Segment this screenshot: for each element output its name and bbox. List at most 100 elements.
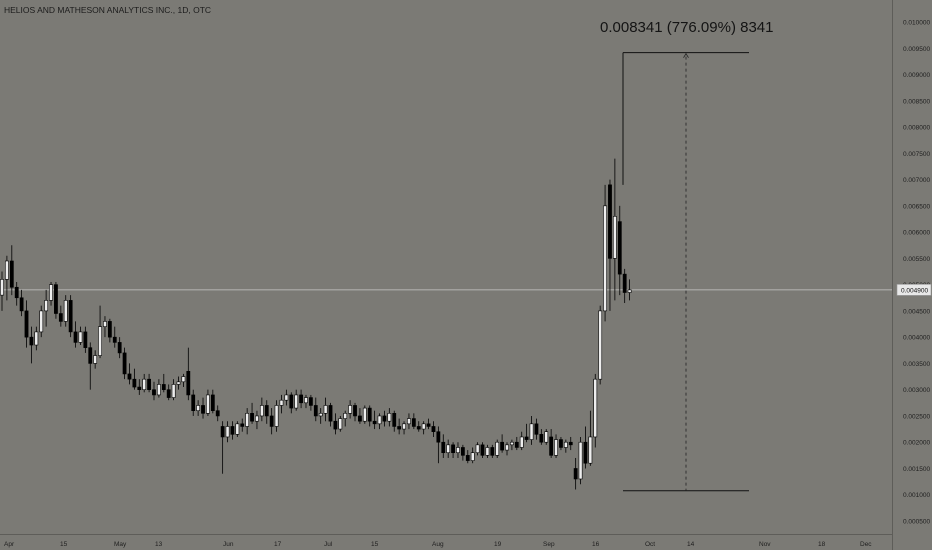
candle — [34, 326, 39, 351]
x-tick-label: 13 — [155, 541, 163, 548]
candle-body-down — [372, 420, 377, 425]
candle-body-up — [554, 439, 558, 456]
x-tick-label: 14 — [687, 541, 695, 548]
candle — [392, 410, 397, 432]
candle — [338, 415, 343, 432]
x-tick-label: Apr — [4, 541, 15, 548]
candle-body-down — [451, 444, 455, 454]
y-tick-label: 0.002000 — [903, 440, 930, 447]
candle-body-down — [147, 378, 151, 390]
candle-body-up — [588, 436, 593, 464]
candle — [583, 426, 588, 469]
candle-body-down — [539, 434, 544, 443]
candle — [451, 442, 455, 458]
candle-body-down — [24, 310, 29, 338]
candle — [235, 421, 240, 437]
candle-body-up — [593, 378, 598, 438]
candle-body-up — [603, 205, 607, 312]
candle — [534, 418, 539, 440]
candle-body-up — [196, 405, 201, 411]
candle — [58, 305, 63, 327]
candle — [250, 402, 254, 424]
candle-body-up — [510, 441, 514, 446]
candle — [397, 418, 402, 435]
candle — [387, 408, 392, 427]
y-tick-label: 0.006500 — [903, 203, 930, 210]
candle-body-up — [495, 441, 500, 456]
candle — [460, 444, 465, 461]
candle — [122, 347, 127, 380]
candle — [240, 418, 245, 432]
candle-body-down — [436, 431, 441, 443]
y-tick-label: 0.001000 — [903, 492, 930, 499]
y-tick-label: 0.003500 — [903, 361, 930, 368]
candle — [416, 421, 421, 432]
candle — [426, 418, 431, 430]
candle-body-up — [456, 447, 460, 454]
candle-body-up — [578, 441, 583, 480]
candle — [255, 410, 259, 430]
candle — [622, 268, 627, 304]
candle-body-down — [358, 415, 362, 422]
x-tick-label: 15 — [371, 541, 379, 548]
candle — [230, 421, 235, 440]
candle-body-down — [617, 221, 622, 275]
y-tick-label: 0.004000 — [903, 335, 930, 342]
y-tick-label: 0.007000 — [903, 177, 930, 184]
candle-body-down — [19, 297, 24, 312]
y-tick-label: 0.010000 — [903, 20, 930, 27]
candle — [411, 413, 416, 430]
candle — [308, 394, 313, 411]
candle-body-down — [201, 405, 205, 414]
y-tick-label: 0.008000 — [903, 125, 930, 132]
candle-body-down — [161, 384, 166, 390]
candle — [68, 295, 73, 338]
candle — [294, 389, 299, 411]
candle-body-down — [500, 441, 505, 451]
candle-body-up — [387, 413, 392, 422]
candle — [117, 337, 122, 359]
y-tick-label: 0.004500 — [903, 308, 930, 315]
y-tick-label: 0.007500 — [903, 151, 930, 158]
candle-body-up — [225, 426, 230, 438]
candle-body-up — [338, 418, 343, 430]
candle — [529, 415, 534, 445]
candle-body-up — [362, 407, 367, 422]
x-tick-label: 17 — [274, 541, 282, 548]
candle — [608, 179, 612, 311]
candle-body-down — [392, 413, 397, 427]
candle — [63, 295, 68, 327]
x-tick-label: 15 — [60, 541, 68, 548]
candle — [166, 384, 171, 401]
candle-body-down — [122, 352, 127, 375]
candle — [44, 289, 49, 327]
candle-body-up — [156, 384, 161, 396]
candle — [206, 389, 210, 416]
candle — [279, 394, 284, 414]
x-tick-label: Jun — [223, 541, 234, 548]
candle — [563, 439, 568, 453]
candle — [14, 282, 19, 306]
candle — [559, 436, 563, 451]
candle — [421, 421, 426, 435]
price-tag — [896, 284, 932, 296]
candle-body-up — [318, 413, 323, 417]
candle-body-up — [627, 289, 632, 293]
candle-body-down — [215, 410, 220, 417]
candle — [323, 397, 328, 422]
candle-body-down — [299, 394, 303, 404]
candle-body-up — [103, 321, 107, 327]
candle — [524, 423, 529, 443]
candle-body-down — [269, 415, 274, 427]
candle-body-down — [54, 284, 58, 314]
measure-arrow-icon — [683, 52, 689, 58]
candle-body-down — [88, 347, 93, 364]
candle-body-down — [416, 426, 421, 430]
candle — [210, 389, 215, 414]
candle-body-down — [534, 423, 539, 435]
candle — [73, 321, 78, 348]
candle-body-up — [181, 376, 186, 383]
candle-body-up — [377, 415, 382, 425]
candle-body-down — [367, 407, 372, 422]
